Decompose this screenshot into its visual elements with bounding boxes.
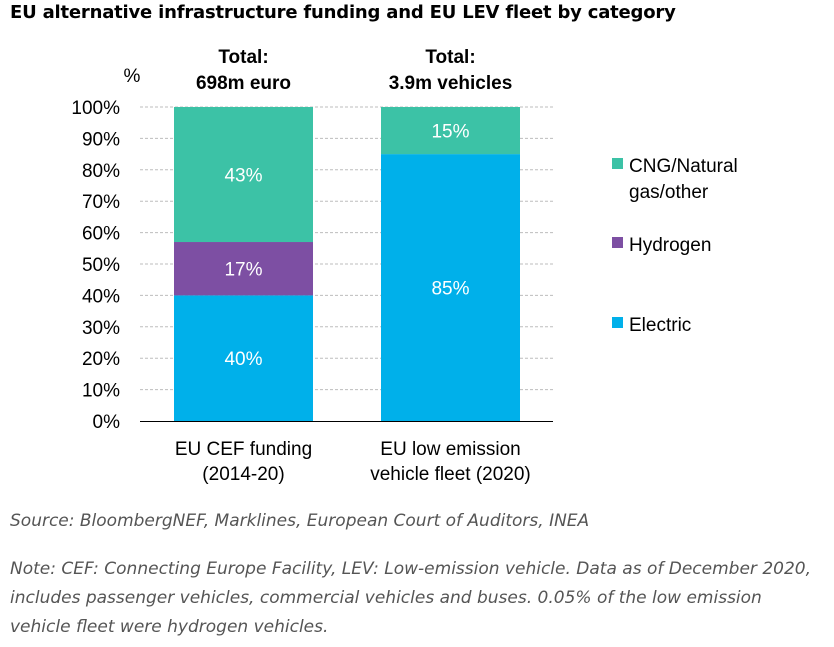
legend-label: gas/other [629,182,709,203]
source-note: Source: BloombergNEF, Marklines, Europea… [10,511,590,531]
y-tick-label: 60% [82,224,120,245]
bar-segment-cng [381,107,520,155]
bar-segment-electric [381,154,520,421]
legend-swatch [612,237,623,248]
y-tick-label: 0% [93,412,121,433]
legend-swatch [612,158,623,169]
total-label: Total: [425,47,475,68]
legend-label: Hydrogen [629,235,711,256]
legend-label: CNG/Natural [629,156,738,177]
total-label: 698m euro [196,73,291,94]
x-category-label: EU low emission [380,439,520,460]
y-tick-label: 40% [82,286,120,307]
y-tick-label: 10% [82,381,120,402]
bar-segment-electric [174,295,313,421]
x-category-label: EU CEF funding [175,439,312,460]
bar-segment-hydrogen [174,242,313,296]
footnote: Note: CEF: Connecting Europe Facility, L… [10,559,811,637]
stacked-bar-chart: 40% 17% 43% 85% 15% 0% 10% 20% 30% 40% 50% 60% 70% 8… [71,47,738,485]
legend-label: Electric [629,315,691,336]
data-label: 85% [431,279,469,300]
y-tick-label: 70% [82,192,120,213]
gridlines [140,106,553,391]
y-axis-ticks: 0% 10% 20% 30% 40% 50% 60% 70% 80% 90% 100% [71,98,120,433]
bar-segment-cng [174,107,313,243]
x-category-label: vehicle fleet (2020) [370,464,531,485]
data-label: 17% [224,260,262,281]
y-tick-label: 80% [82,161,120,182]
legend: CNG/Natural gas/other Hydrogen Electric [612,156,738,336]
data-label: 43% [224,166,262,187]
y-tick-label: 90% [82,129,120,150]
category-labels: EU CEF funding (2014-20) EU low emission ve… [175,439,531,485]
total-labels: Total: 698m euro Total: 3.9m vehicles [196,47,512,94]
y-tick-label: 20% [82,349,120,370]
y-tick-label: 30% [82,318,120,339]
bars: 40% 17% 43% 85% 15% [174,107,520,421]
data-label: 40% [224,349,262,370]
total-label: 3.9m vehicles [389,73,513,94]
y-axis-label: % [124,66,141,87]
x-category-label: (2014-20) [202,464,284,485]
legend-swatch [612,317,623,328]
data-label: 15% [431,122,469,143]
chart-title: EU alternative infrastructure funding an… [10,2,676,23]
total-label: Total: [218,47,268,68]
y-tick-label: 50% [82,255,120,276]
y-tick-label: 100% [71,98,120,119]
